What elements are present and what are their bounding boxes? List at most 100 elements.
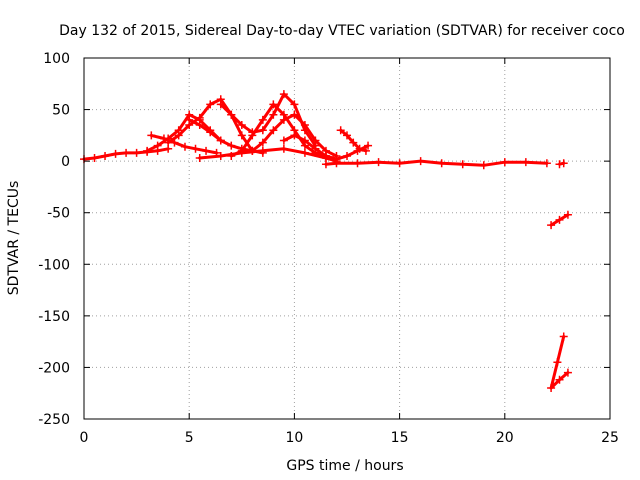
- data-point: [321, 160, 330, 169]
- y-tick-label: -250: [38, 412, 70, 428]
- data-point: [180, 142, 189, 151]
- x-tick-label: 15: [391, 430, 409, 446]
- data-point: [555, 160, 564, 169]
- data-point: [559, 332, 568, 341]
- data-point: [216, 136, 225, 145]
- data-point: [202, 146, 211, 155]
- data-point: [374, 158, 383, 167]
- data-point: [290, 100, 299, 109]
- data-point: [174, 131, 183, 140]
- data-point: [237, 121, 246, 130]
- data-point: [269, 100, 278, 109]
- series-line-arc5: [219, 92, 317, 148]
- data-point: [300, 136, 309, 145]
- series-layer: [80, 90, 572, 393]
- data-point: [300, 148, 309, 157]
- data-point: [364, 141, 373, 150]
- x-tick-label: 20: [496, 430, 514, 446]
- series-line-arc2: [145, 113, 223, 153]
- x-tick-label: 0: [80, 430, 89, 446]
- data-point: [290, 131, 299, 140]
- plot-frame: [83, 57, 611, 420]
- data-point: [355, 144, 364, 153]
- data-point: [361, 146, 370, 155]
- data-point: [153, 141, 162, 150]
- data-point: [279, 90, 288, 99]
- data-point: [553, 358, 562, 367]
- y-axis-title: SDTVAR / TECUs: [6, 181, 22, 296]
- data-point: [216, 151, 225, 160]
- data-point: [437, 159, 446, 168]
- data-point: [143, 146, 152, 155]
- data-point: [164, 138, 173, 147]
- data-point: [500, 158, 509, 167]
- y-tick-label: 50: [52, 103, 70, 119]
- data-point: [216, 100, 225, 109]
- y-tick-label: 0: [61, 154, 70, 170]
- data-point: [395, 159, 404, 168]
- data-point: [343, 151, 351, 160]
- grid: [84, 58, 610, 419]
- tick-labels: 0 5 10 15 20 25 100 50 0 -50 -100 -150 -200 -250: [38, 51, 619, 446]
- data-point: [547, 221, 556, 230]
- data-point: [258, 138, 267, 147]
- data-point: [563, 210, 572, 219]
- data-point: [279, 115, 288, 124]
- data-point: [90, 154, 99, 163]
- x-tick-label: 10: [285, 430, 303, 446]
- data-point: [353, 159, 362, 168]
- data-point: [195, 113, 204, 122]
- y-tick-label: -100: [38, 257, 70, 273]
- ticks: [83, 57, 611, 420]
- data-point: [416, 157, 425, 166]
- x-axis-title: GPS time / hours: [286, 458, 403, 474]
- data-point: [547, 384, 556, 393]
- data-point: [258, 146, 267, 155]
- data-point: [269, 110, 278, 119]
- y-tick-label: -150: [38, 309, 70, 325]
- y-tick-label: 100: [43, 51, 70, 67]
- series-line-arc6: [229, 102, 328, 158]
- data-point: [206, 100, 215, 109]
- data-point: [258, 115, 267, 124]
- chart-title: Day 132 of 2015, Sidereal Day-to-day VTE…: [59, 23, 625, 39]
- x-tick-label: 25: [601, 430, 619, 446]
- data-point: [111, 149, 120, 158]
- data-point: [191, 144, 200, 153]
- data-point: [185, 115, 194, 124]
- data-point: [311, 144, 320, 153]
- data-point: [521, 158, 530, 167]
- data-point: [227, 110, 236, 119]
- data-point: [258, 126, 267, 135]
- data-point: [195, 154, 204, 163]
- data-point: [336, 126, 345, 135]
- data-point: [332, 159, 341, 168]
- data-point: [195, 121, 204, 130]
- data-point: [101, 151, 110, 160]
- data-point: [349, 138, 358, 147]
- data-point: [290, 110, 299, 119]
- data-point: [555, 375, 564, 384]
- data-point: [132, 148, 141, 157]
- data-point: [300, 121, 309, 130]
- data-point: [122, 148, 131, 157]
- data-point: [542, 159, 551, 168]
- data-point: [147, 131, 156, 140]
- data-point: [279, 144, 288, 153]
- data-point: [269, 126, 278, 135]
- data-point: [237, 131, 246, 140]
- data-point: [321, 151, 330, 160]
- data-point: [559, 159, 568, 168]
- data-point: [458, 160, 467, 169]
- data-point: [237, 148, 246, 157]
- data-point: [248, 131, 257, 140]
- y-tick-label: -50: [47, 206, 70, 222]
- data-point: [311, 136, 320, 145]
- data-point: [279, 136, 288, 145]
- x-tick-label: 5: [185, 430, 194, 446]
- data-point: [343, 131, 351, 140]
- data-point: [563, 368, 572, 377]
- data-point: [555, 215, 564, 224]
- y-tick-label: -200: [38, 360, 70, 376]
